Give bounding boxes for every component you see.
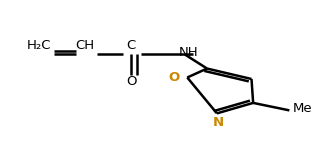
Text: CH: CH	[76, 39, 95, 52]
Text: N: N	[213, 116, 224, 129]
Text: C: C	[127, 39, 136, 52]
Text: Me: Me	[293, 102, 312, 115]
Text: O: O	[169, 71, 180, 84]
Text: NH: NH	[179, 46, 199, 59]
Text: O: O	[126, 75, 136, 88]
Text: H₂C: H₂C	[27, 39, 51, 52]
